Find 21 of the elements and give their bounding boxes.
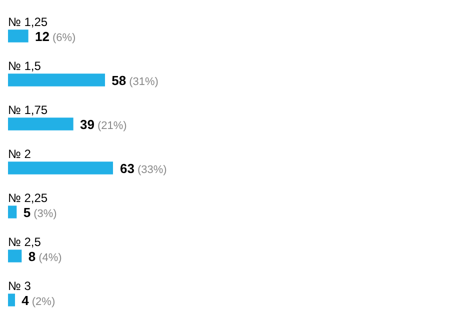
y-tick-label: № 1,75 xyxy=(8,103,48,117)
y-tick-label: № 2 xyxy=(8,147,32,161)
data-label: 4 (2%) xyxy=(22,293,56,308)
data-label: 63 (33%) xyxy=(120,161,167,176)
y-tick-label: № 1,5 xyxy=(8,59,42,73)
y-tick-label: № 3 xyxy=(8,279,32,293)
bar xyxy=(8,118,74,130)
data-label: 58 (31%) xyxy=(112,73,158,88)
y-tick-label: № 1,25 xyxy=(8,15,48,29)
y-tick-label: № 2,5 xyxy=(8,235,42,249)
bar xyxy=(8,30,28,42)
y-tick-label: № 2,25 xyxy=(8,191,48,205)
data-label: 8 (4%) xyxy=(28,249,62,264)
bar xyxy=(8,250,22,262)
bar xyxy=(8,206,17,218)
data-label: 12 (6%) xyxy=(35,29,76,44)
bar xyxy=(8,294,15,306)
bar xyxy=(8,162,113,174)
data-label: 5 (3%) xyxy=(23,205,57,220)
data-label: 39 (21%) xyxy=(80,117,127,132)
bar xyxy=(8,74,105,86)
